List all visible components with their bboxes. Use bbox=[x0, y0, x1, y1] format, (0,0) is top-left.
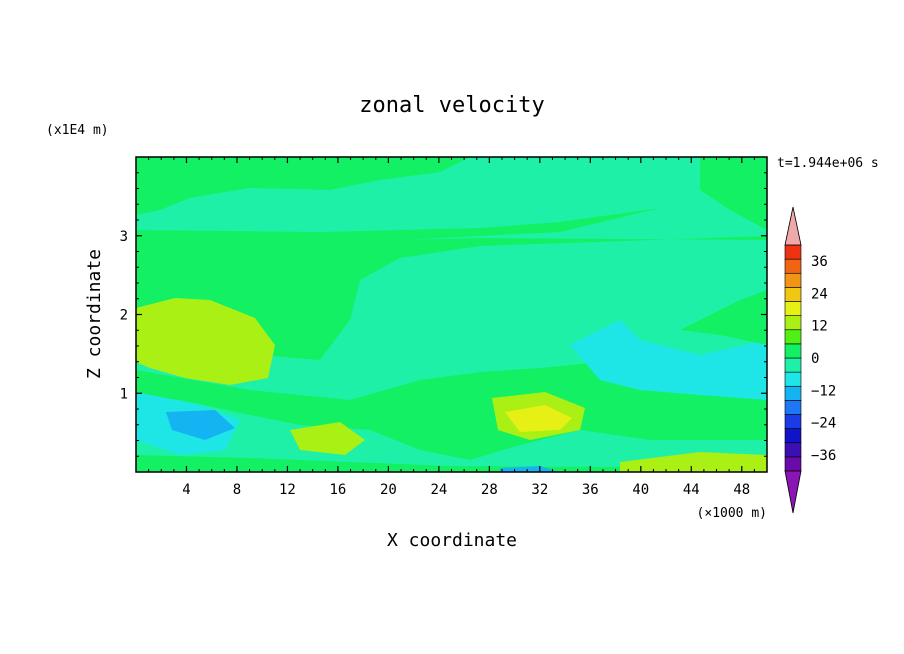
region-upper-band bbox=[136, 208, 660, 246]
colorbar-segment bbox=[784, 442, 802, 458]
region-bottom-right bbox=[620, 452, 767, 472]
colorbar: 36 24 12 0 −12 −24 −36 bbox=[784, 206, 836, 514]
region-lower-mid-bulge bbox=[290, 422, 365, 455]
region-left-mass bbox=[136, 236, 767, 360]
region-bottom-strip bbox=[136, 455, 767, 472]
x-tick-label: 36 bbox=[582, 482, 599, 498]
y-unit-label: (x1E4 m) bbox=[46, 123, 109, 138]
colorbar-tick-label: 36 bbox=[811, 254, 828, 270]
x-tick-label: 4 bbox=[182, 482, 190, 498]
region-right-cyan bbox=[570, 320, 767, 400]
region-top-left bbox=[136, 157, 470, 215]
region-left-bulge bbox=[136, 298, 275, 385]
colorbar-segment bbox=[784, 301, 802, 316]
x-tick-label: 44 bbox=[683, 482, 700, 498]
x-tick-label: 16 bbox=[329, 482, 346, 498]
colorbar-segment bbox=[784, 315, 802, 331]
x-axis: 4 8 12 16 20 24 28 32 36 40 44 48 bbox=[148, 157, 755, 498]
x-tick-label: 28 bbox=[481, 482, 498, 498]
chart-title: zonal velocity bbox=[359, 93, 544, 118]
region-lower-band bbox=[136, 362, 767, 460]
x-tick-label: 40 bbox=[632, 482, 649, 498]
x-tick-label: 32 bbox=[531, 482, 548, 498]
colorbar-segment bbox=[784, 456, 802, 472]
x-axis-label: X coordinate bbox=[387, 530, 517, 551]
x-tick-label: 12 bbox=[279, 482, 296, 498]
region-center-yellow bbox=[505, 405, 572, 432]
colorbar-segment bbox=[784, 258, 802, 274]
x-tick-label: 20 bbox=[380, 482, 397, 498]
colorbar-tick-label: 12 bbox=[811, 319, 828, 335]
colorbar-segment bbox=[784, 414, 802, 429]
colorbar-tick-label: −12 bbox=[811, 383, 836, 399]
region-lower-left-blue bbox=[166, 410, 235, 440]
time-label: t=1.944e+06 s bbox=[777, 156, 879, 171]
y-axis: 1 2 3 bbox=[120, 172, 767, 457]
colorbar-segment bbox=[784, 244, 802, 260]
y-axis-label: Z coordinate bbox=[84, 249, 105, 379]
colorbar-tick-label: 24 bbox=[811, 286, 828, 302]
colorbar-segment bbox=[784, 428, 802, 444]
y-tick-label: 2 bbox=[120, 308, 128, 324]
x-unit-label: (×1000 m) bbox=[697, 506, 767, 521]
colorbar-segment bbox=[784, 357, 802, 373]
colorbar-tick-label: −24 bbox=[811, 416, 836, 432]
colorbar-over-arrow bbox=[784, 206, 802, 246]
colorbar-segment bbox=[784, 371, 802, 387]
x-tick-label: 8 bbox=[233, 482, 241, 498]
contour-field bbox=[136, 157, 767, 472]
y-tick-label: 1 bbox=[120, 386, 128, 402]
x-tick-label: 24 bbox=[430, 482, 447, 498]
colorbar-tick-label: 0 bbox=[811, 351, 819, 367]
colorbar-under-arrow bbox=[784, 470, 802, 514]
x-tick-label: 48 bbox=[733, 482, 750, 498]
colorbar-segment bbox=[784, 385, 802, 401]
region-top-right bbox=[700, 157, 767, 230]
colorbar-tick-label: −36 bbox=[811, 448, 836, 464]
region-right-green bbox=[680, 290, 767, 345]
colorbar-segment bbox=[784, 272, 802, 288]
y-tick-label: 3 bbox=[120, 229, 128, 245]
colorbar-segment bbox=[784, 329, 802, 345]
colorbar-segment bbox=[784, 287, 802, 302]
colorbar-segment bbox=[784, 400, 802, 415]
colorbar-segment bbox=[784, 343, 802, 359]
